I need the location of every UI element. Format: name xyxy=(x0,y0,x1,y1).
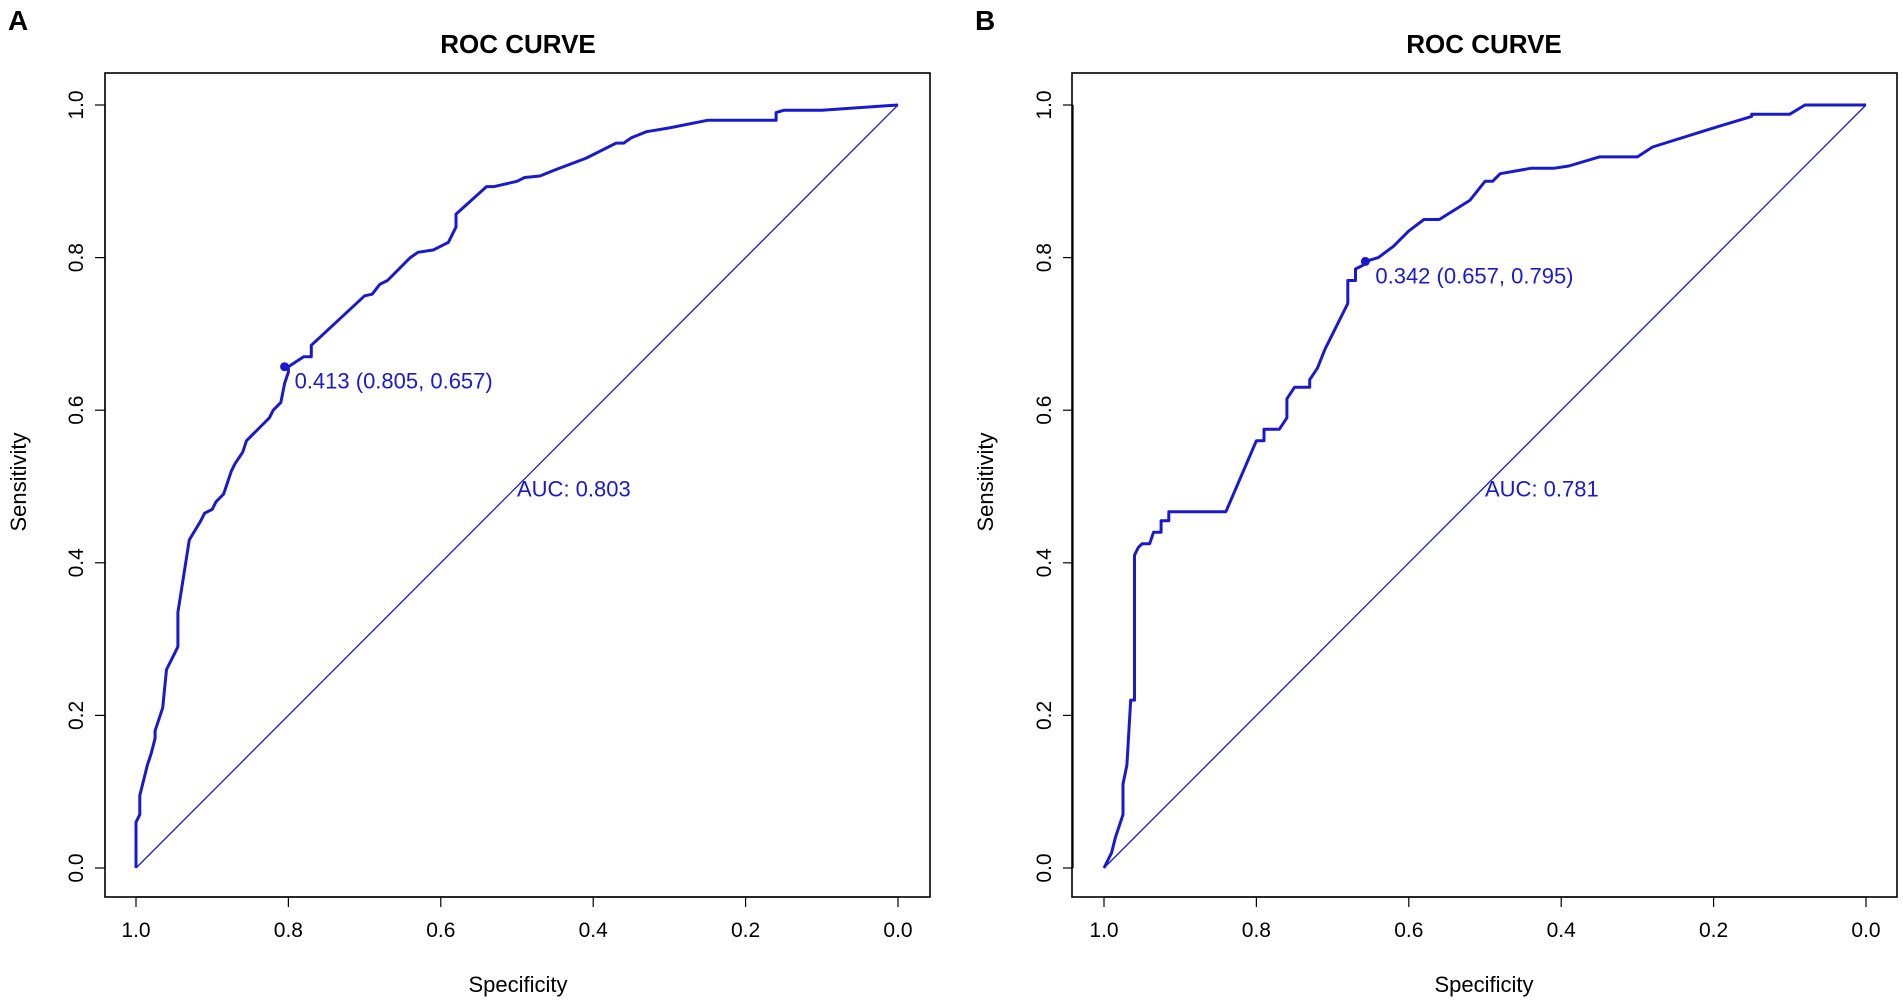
roc-curve-line xyxy=(1102,103,1866,869)
y-tick-label: 0.6 xyxy=(1033,396,1056,425)
chance-diagonal-line xyxy=(1103,104,1867,869)
y-axis: 0.0 0.2 0.4 0.6 0.8 1.0 xyxy=(1033,90,1074,883)
x-tick-label: 0.0 xyxy=(1851,919,1880,942)
panel-label: B xyxy=(975,5,995,36)
y-tick-label: 0.2 xyxy=(65,701,88,730)
chance-diagonal-line xyxy=(135,104,899,869)
threshold-label: 0.413 (0.805, 0.657) xyxy=(295,369,493,394)
y-tick-label: 0.8 xyxy=(1033,243,1056,272)
y-tick-label: 0.4 xyxy=(65,548,88,578)
x-tick-label: 0.2 xyxy=(731,919,760,942)
x-tick-label: 0.2 xyxy=(1699,919,1728,942)
x-tick-label: 0.4 xyxy=(1547,919,1577,942)
auc-label: AUC: 0.803 xyxy=(517,476,631,501)
x-tick-label: 0.6 xyxy=(1394,919,1423,942)
y-tick-label: 0.4 xyxy=(1033,548,1056,578)
chart-title: ROC CURVE xyxy=(440,29,596,59)
x-tick-label: 0.4 xyxy=(579,919,609,942)
x-axis-label: Specificity xyxy=(1434,972,1533,997)
threshold-point xyxy=(1360,256,1370,266)
auc-label: AUC: 0.781 xyxy=(1485,476,1599,501)
roc-curve-line xyxy=(134,103,899,868)
y-tick-label: 0.6 xyxy=(65,396,88,425)
x-axis-label: Specificity xyxy=(468,972,567,997)
y-tick-label: 0.0 xyxy=(65,853,88,882)
x-axis: 1.0 0.8 0.6 0.4 0.2 0.0 xyxy=(121,896,913,942)
y-axis-label: Sensitivity xyxy=(6,432,31,531)
chart-title: ROC CURVE xyxy=(1406,29,1562,59)
x-tick-label: 0.0 xyxy=(883,919,912,942)
threshold-point xyxy=(280,362,290,372)
y-axis-label: Sensitivity xyxy=(973,432,998,531)
y-tick-label: 1.0 xyxy=(1033,90,1056,119)
x-tick-label: 0.8 xyxy=(274,919,303,942)
y-tick-label: 0.0 xyxy=(1033,853,1056,882)
threshold-label: 0.342 (0.657, 0.795) xyxy=(1375,263,1573,288)
y-tick-label: 1.0 xyxy=(65,90,88,119)
panel-label: A xyxy=(8,5,28,36)
x-tick-label: 1.0 xyxy=(1089,919,1118,942)
y-tick-label: 0.2 xyxy=(1033,701,1056,730)
roc-panel-a: A ROC CURVE 1.0 0.8 0.6 0.4 0.2 0.0 0.0 0.2 0.4… xyxy=(6,5,931,997)
y-axis: 0.0 0.2 0.4 0.6 0.8 1.0 xyxy=(65,90,106,883)
x-tick-label: 0.8 xyxy=(1242,919,1271,942)
x-axis: 1.0 0.8 0.6 0.4 0.2 0.0 xyxy=(1089,896,1881,942)
roc-panel-b: B ROC CURVE 1.0 0.8 0.6 0.4 0.2 0.0 0.0 0.2 0.4… xyxy=(973,5,1898,997)
y-tick-label: 0.8 xyxy=(65,243,88,272)
x-tick-label: 1.0 xyxy=(121,919,150,942)
x-tick-label: 0.6 xyxy=(426,919,455,942)
